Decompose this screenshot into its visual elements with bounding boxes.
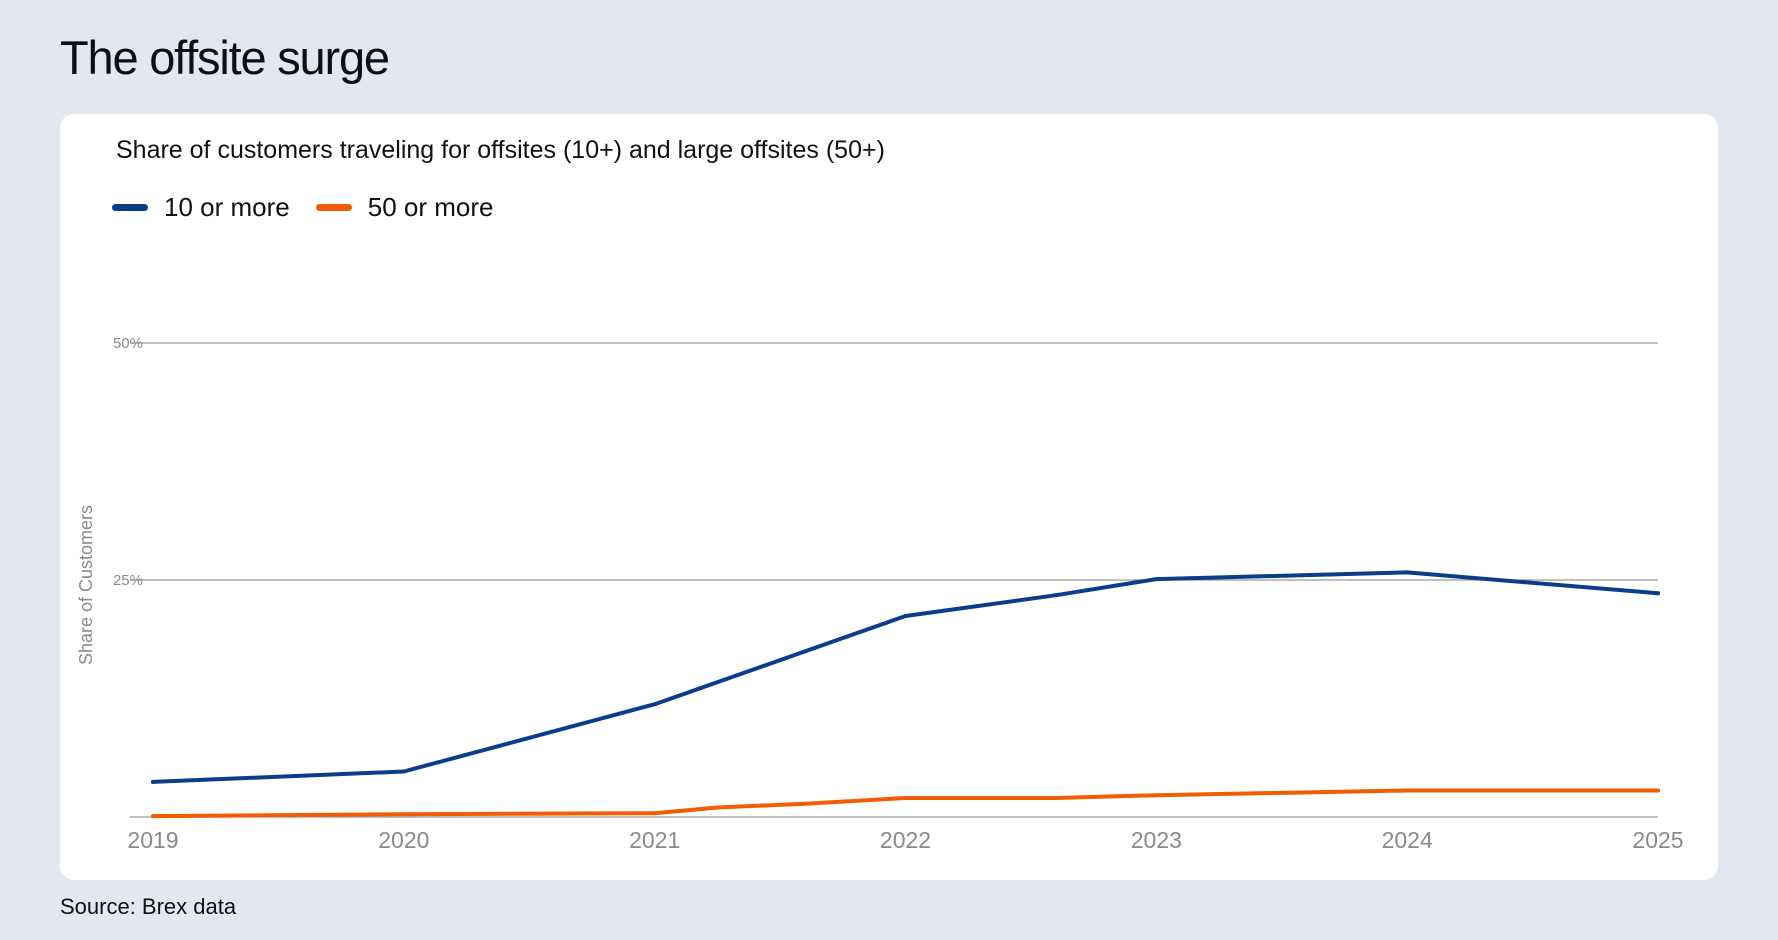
legend-item-10-or-more[interactable]: 10 or more [112,192,290,223]
x-tick-label-2024: 2024 [1382,827,1433,853]
data-point-50-or-more-3 [715,805,720,810]
data-point-50-or-more-7 [1154,793,1159,798]
x-tick-label-2025: 2025 [1632,827,1683,853]
line-chart: 25% 50% Share of Customers 2019 2020 2021 2022… [76,335,1684,853]
x-tick-label-2022: 2022 [880,827,931,853]
legend-swatch-50-or-more [315,204,352,211]
data-point-50-or-more-6 [1054,796,1058,800]
data-point-50-or-more-0 [151,814,155,819]
series-line-50-or-more [151,788,1660,819]
legend-label-50-or-more: 50 or more [367,192,494,222]
data-point-10-or-more-5 [1154,577,1159,582]
legend-item-50-or-more[interactable]: 50 or more [315,192,494,223]
data-point-50-or-more-9 [1656,788,1660,793]
x-tick-label-2020: 2020 [378,827,429,853]
legend-swatch-10-or-more [112,204,148,211]
data-point-10-or-more-2 [652,702,657,707]
source-note: Source: Brex data [60,894,237,919]
data-point-10-or-more-0 [151,779,155,784]
legend-label-10-or-more: 10 or more [164,192,290,222]
x-tick-label-2019: 2019 [127,827,178,853]
data-point-10-or-more-4 [1054,593,1058,598]
data-point-10-or-more-3 [903,614,908,618]
x-tick-label-2023: 2023 [1131,827,1182,853]
chart-title: Share of customers traveling for offsite… [116,136,885,164]
y-tick-label-50: 50% [113,335,143,352]
chart-legend: 10 or more 50 or more [112,192,519,223]
data-point-50-or-more-4 [803,801,808,806]
page-title: The offsite surge [60,31,390,84]
chart-card: Share of customers traveling for offsite… [60,114,1718,880]
data-point-10-or-more-6 [1405,570,1410,575]
data-point-50-or-more-1 [401,812,406,817]
y-axis-label: Share of Customers [76,505,96,665]
x-tick-label-2021: 2021 [629,827,680,853]
series-line-10-or-more [151,570,1660,784]
data-point-50-or-more-5 [903,796,908,800]
data-point-10-or-more-1 [401,769,406,774]
data-point-50-or-more-2 [652,811,657,816]
y-tick-label-25: 25% [113,572,143,589]
data-point-10-or-more-7 [1656,591,1660,596]
data-point-50-or-more-8 [1405,788,1410,793]
